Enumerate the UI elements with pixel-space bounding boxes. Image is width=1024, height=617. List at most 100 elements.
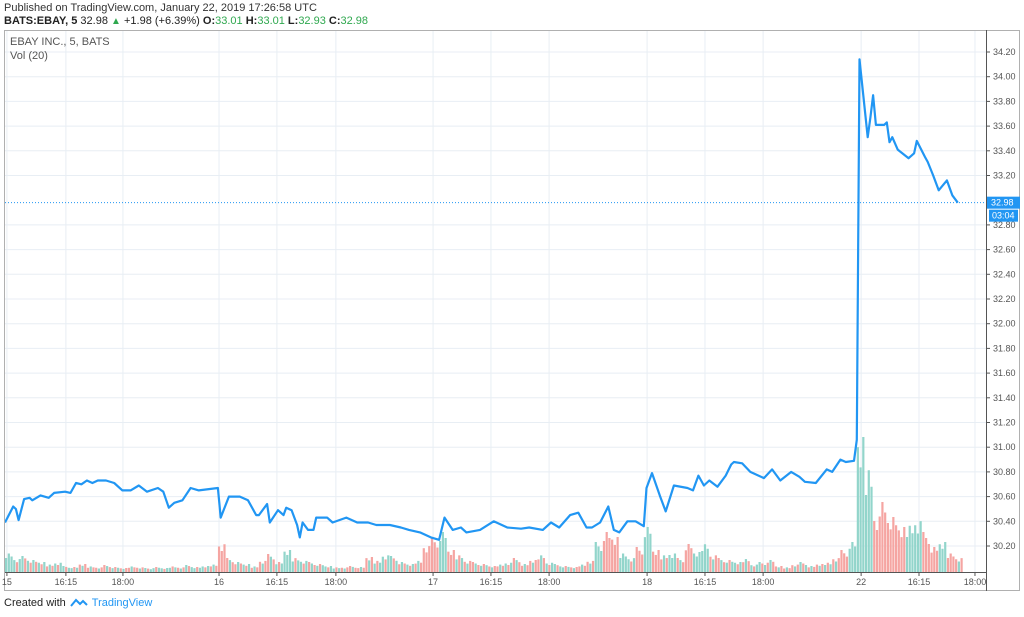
y-tick-label: 32.20 xyxy=(993,294,1016,304)
volume-bar xyxy=(829,564,832,572)
volume-bar xyxy=(772,561,775,572)
volume-bar xyxy=(750,565,753,572)
volume-bar xyxy=(247,564,251,572)
volume-bar xyxy=(507,565,510,572)
volume-bar xyxy=(490,567,494,572)
volume-legend[interactable]: Vol (20) xyxy=(10,50,48,62)
volume-bar xyxy=(864,495,868,572)
volume-bar xyxy=(256,567,259,572)
time-axis[interactable]: 15 16:15 18:00 16 16:15 18:00 17 16:15 18:00 18 16… xyxy=(2,572,986,587)
volume-bar xyxy=(793,566,797,572)
volume-bar xyxy=(155,567,158,572)
y-tick-label: 31.20 xyxy=(993,418,1016,428)
volume-bar xyxy=(106,566,109,572)
volume-bar xyxy=(258,561,262,572)
volume-bar xyxy=(283,551,286,572)
volume-bar xyxy=(551,562,554,572)
symbol[interactable]: BATS:EBAY, 5 xyxy=(4,15,78,27)
volume-bar xyxy=(316,565,319,572)
volume-bar xyxy=(889,529,892,572)
volume-bar xyxy=(13,560,16,572)
volume-bar xyxy=(234,564,237,572)
volume-bar xyxy=(359,567,363,572)
volume-bar xyxy=(387,555,390,572)
volume-bar xyxy=(529,560,532,572)
x-tick-label: 18:00 xyxy=(112,577,135,587)
volume-bar xyxy=(62,566,65,572)
volume-bar xyxy=(433,542,436,572)
volume-bar xyxy=(559,566,562,572)
volume-bar xyxy=(193,568,196,572)
volume-bar xyxy=(608,538,611,572)
volume-bar xyxy=(572,568,576,572)
tradingview-brand[interactable]: TradingView xyxy=(91,597,153,609)
volume-bar xyxy=(520,565,524,572)
volume-bar xyxy=(73,567,76,572)
volume-bar xyxy=(753,566,756,572)
volume-bar xyxy=(406,564,409,572)
volume-bar xyxy=(845,556,849,572)
x-tick-label: 16 xyxy=(214,577,224,587)
volume-bar xyxy=(919,521,922,572)
volume-bar xyxy=(523,564,526,572)
volume-bar xyxy=(430,537,434,572)
volume-bar xyxy=(837,558,840,572)
volume-bar xyxy=(952,556,955,572)
volume-bar xyxy=(7,553,10,572)
volume-bar xyxy=(690,548,693,572)
volume-bar xyxy=(250,567,253,572)
volume-bar xyxy=(799,562,802,572)
volume-bar xyxy=(174,567,177,572)
volume-bar xyxy=(804,565,808,572)
x-tick-label: 17 xyxy=(428,577,438,587)
volume-bar xyxy=(777,567,780,572)
volume-bar xyxy=(187,566,191,572)
volume-bar xyxy=(119,568,122,572)
volume-bar xyxy=(54,563,57,572)
volume-bar xyxy=(395,560,398,572)
volume-bar xyxy=(179,568,182,572)
volume-bar xyxy=(217,546,221,572)
open-label: O: xyxy=(202,15,216,27)
volume-bar xyxy=(439,541,442,572)
volume-bar xyxy=(474,563,477,572)
footer: Created with TradingView xyxy=(4,597,152,609)
price-axis[interactable]: 34.20 34.00 33.80 33.60 33.40 33.20 32.80 32.60… xyxy=(986,47,1016,551)
volume-bar xyxy=(769,560,772,572)
volume-bar xyxy=(867,470,870,572)
volume-bar xyxy=(452,550,455,572)
volume-bar xyxy=(51,565,54,572)
series-legend[interactable]: EBAY INC., 5, BATS xyxy=(10,36,110,48)
volume-bar xyxy=(89,566,92,572)
volume-bar xyxy=(436,547,439,572)
volume-bar xyxy=(100,567,103,572)
volume-bar xyxy=(299,561,303,572)
volume-bar xyxy=(695,556,698,572)
volume-bar xyxy=(810,566,813,572)
volume-bar xyxy=(449,554,453,572)
volume-bar xyxy=(791,565,794,572)
volume-bar xyxy=(389,556,393,572)
volume-bar xyxy=(731,561,734,572)
x-tick-label: 16:15 xyxy=(55,577,78,587)
volume-bar xyxy=(373,563,376,572)
volume-bar xyxy=(294,558,297,572)
volume-bar xyxy=(264,560,267,572)
open-value: 33.01 xyxy=(215,15,243,27)
volume-bar xyxy=(591,560,595,572)
volume-bar xyxy=(597,546,600,572)
volume-bar xyxy=(957,561,960,572)
y-tick-label: 34.20 xyxy=(993,47,1016,57)
volume-bar xyxy=(813,566,816,572)
volume-bar xyxy=(171,566,174,572)
volume-bar xyxy=(381,556,384,572)
volume-bar xyxy=(605,532,608,572)
volume-bar xyxy=(927,544,930,572)
volume-bar xyxy=(493,566,496,572)
y-tick-label: 33.40 xyxy=(993,146,1016,156)
volume-bar xyxy=(641,554,644,572)
x-tick-label: 18:00 xyxy=(325,577,348,587)
volume-bar xyxy=(553,564,556,572)
volume-bar xyxy=(802,563,805,572)
